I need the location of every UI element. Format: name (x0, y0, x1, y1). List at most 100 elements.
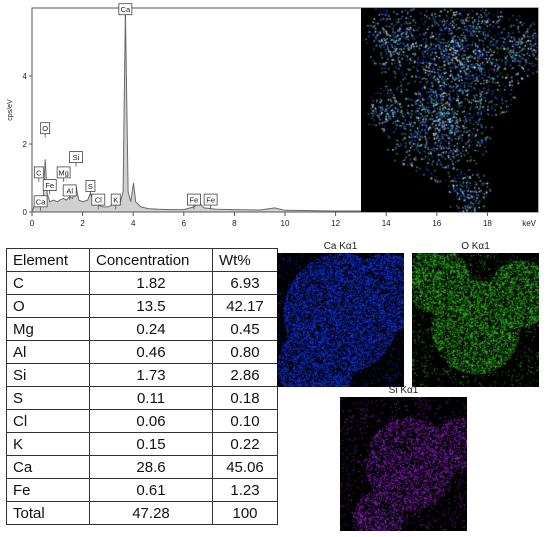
element-cell: Si (6, 363, 90, 387)
table-header-row: Element Concentration Wt% (6, 248, 278, 272)
peak-label-box (85, 180, 96, 192)
peak-label: Mg (58, 168, 68, 177)
peak-label-box (91, 193, 106, 206)
concentration-cell: 28.6 (89, 455, 213, 479)
table-row: Fe 0.61 1.23 (6, 478, 278, 502)
x-tick-label: 2 (80, 219, 85, 228)
composition-table-body: C 1.82 6.93 O 13.5 42.17 Mg 0.24 0.45 Al 0.46 0.80 S… (6, 271, 278, 525)
wt-percent-cell: 0.10 (212, 409, 278, 433)
concentration-cell: 0.15 (89, 432, 213, 456)
peak-label-box (33, 195, 48, 208)
map-si: Si Kα1 (340, 384, 467, 536)
table-row: Mg 0.24 0.45 (6, 317, 278, 341)
peak-label: Fe (45, 181, 54, 190)
overlay-map-image (361, 8, 538, 212)
wt-percent-cell: 0.22 (212, 432, 278, 456)
peak-label-box (62, 184, 77, 197)
x-tick-label: 4 (131, 219, 136, 228)
peak-label: Al (66, 186, 73, 195)
x-tick-label: 18 (483, 219, 492, 228)
table-row: S 0.11 0.18 (6, 386, 278, 410)
peak-label-box (33, 166, 44, 179)
x-tick-label: 12 (331, 219, 340, 228)
peak-label: Ca (121, 5, 131, 14)
concentration-cell: 47.28 (89, 501, 213, 525)
peak-label: Fe (190, 196, 199, 205)
peak-label-box (187, 193, 201, 206)
element-cell: Fe (6, 478, 90, 502)
map-title-si: Si Kα1 (388, 385, 419, 396)
wt-percent-cell: 45.06 (212, 455, 278, 479)
o-map-image (412, 253, 539, 387)
si-map-image (340, 397, 467, 531)
concentration-cell: 13.5 (89, 294, 213, 318)
wt-percent-cell: 0.18 (212, 386, 278, 410)
table-row: Total 47.28 100 (6, 501, 278, 525)
table-row: Si 1.73 2.86 (6, 363, 278, 387)
peak-label-box (56, 166, 71, 179)
y-tick-label: 2 (23, 140, 28, 149)
wt-percent-cell: 2.86 (212, 363, 278, 387)
x-tick-label: 0 (30, 219, 35, 228)
peak-label-box (42, 179, 57, 191)
peak-label: Ca (36, 197, 46, 206)
column-header-element: Element (6, 248, 90, 272)
map-title-ca: Ca Kα1 (323, 241, 358, 252)
peak-label-box (203, 193, 218, 206)
element-cell: Ca (6, 455, 90, 479)
x-tick-label: 10 (281, 219, 290, 228)
table-row: Ca 28.6 45.06 (6, 455, 278, 479)
element-cell: Total (6, 501, 90, 525)
wt-percent-cell: 0.80 (212, 340, 278, 364)
x-axis-unit: keV (522, 219, 536, 228)
concentration-cell: 1.73 (89, 363, 213, 387)
eds-spectrum-panel: 0 2 4 6 8 10 12 14 16 18 keV 0 2 4 cps/eV Ca O Si Mg C Fe Al S… (0, 0, 550, 240)
element-cell: Al (6, 340, 90, 364)
peak-label: S (88, 182, 93, 191)
peak-label: C (36, 168, 42, 177)
x-tick-label: 16 (432, 219, 441, 228)
table-row: O 13.5 42.17 (6, 294, 278, 318)
concentration-cell: 0.06 (89, 409, 213, 433)
x-tick-label: 14 (382, 219, 391, 228)
concentration-cell: 1.82 (89, 271, 213, 295)
concentration-cell: 0.61 (89, 478, 213, 502)
y-tick-label: 0 (23, 208, 28, 217)
table-row: C 1.82 6.93 (6, 271, 278, 295)
peak-label: O (42, 124, 48, 133)
concentration-cell: 0.24 (89, 317, 213, 341)
peak-label-box (110, 193, 121, 206)
overlay-map-canvas (361, 8, 538, 212)
column-header-concentration: Concentration (89, 248, 213, 272)
map-title-o: O Kα1 (461, 241, 490, 252)
peak-label-box (118, 3, 133, 16)
element-cell: S (6, 386, 90, 410)
wt-percent-cell: 0.45 (212, 317, 278, 341)
y-axis-label: cps/eV (7, 99, 14, 121)
ca-map-image (277, 253, 404, 387)
peak-label-box (40, 122, 51, 135)
peak-label-box (69, 151, 83, 164)
y-tick-label: 4 (23, 72, 28, 81)
table-row: K 0.15 0.22 (6, 432, 278, 456)
concentration-cell: 0.11 (89, 386, 213, 410)
element-cell: C (6, 271, 90, 295)
peak-label: K (113, 196, 118, 205)
map-ca: Ca Kα1 (277, 240, 404, 392)
composition-table: Element Concentration Wt% C 1.82 6.93 O 13.5… (6, 248, 278, 525)
wt-percent-cell: 1.23 (212, 478, 278, 502)
concentration-cell: 0.46 (89, 340, 213, 364)
peak-label: Cl (95, 196, 102, 205)
column-header-wt-percent: Wt% (212, 248, 278, 272)
map-o: O Kα1 (412, 240, 539, 392)
peak-label: Si (73, 153, 80, 162)
element-cell: Cl (6, 409, 90, 433)
x-tick-label: 8 (232, 219, 237, 228)
x-tick-label: 6 (182, 219, 187, 228)
wt-percent-cell: 42.17 (212, 294, 278, 318)
table-row: Al 0.46 0.80 (6, 340, 278, 364)
wt-percent-cell: 100 (212, 501, 278, 525)
element-cell: Mg (6, 317, 90, 341)
element-cell: O (6, 294, 90, 318)
